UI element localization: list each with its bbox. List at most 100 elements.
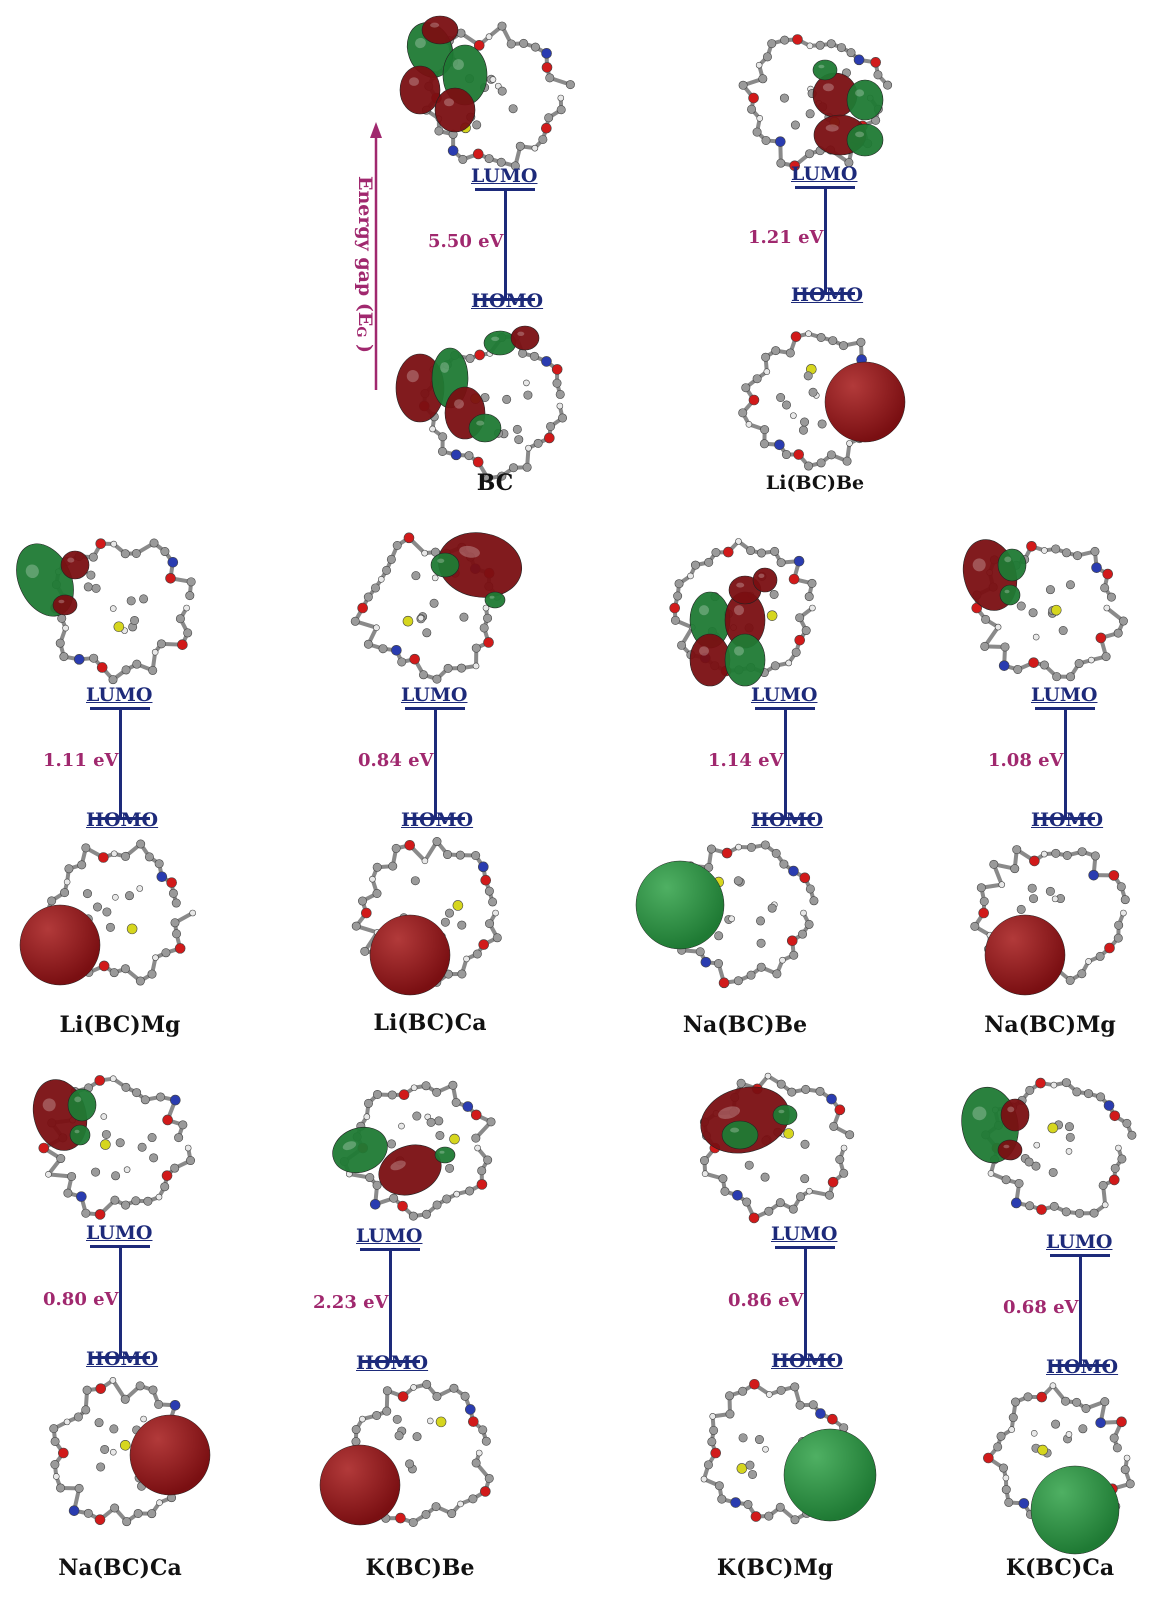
- homo-level-line: [1035, 817, 1095, 820]
- energy-gap-value: 1.08 eV: [988, 750, 1064, 771]
- homo-molecule-image: [319, 1365, 520, 1535]
- homo-molecule-image: [20, 1365, 220, 1535]
- compound-name: Li(BC)Mg: [59, 1012, 181, 1038]
- orbital-panel: LUMO HOMO 1.14 eV Na(BC)Be: [625, 510, 865, 1038]
- homo-level-line: [405, 817, 465, 820]
- orbital-sphere: [635, 860, 725, 950]
- orbital-lobe-positive: [997, 548, 1027, 582]
- gap-connector-line: [434, 707, 437, 817]
- lumo-label: LUMO: [86, 1222, 153, 1244]
- orbital-lobe-positive: [812, 59, 838, 81]
- gap-connector-line: [784, 707, 787, 817]
- homo-label: HOMO: [356, 1352, 429, 1374]
- energy-gap-value: 0.80 eV: [43, 1288, 119, 1310]
- orbital-lobe-negative: [997, 1139, 1023, 1161]
- energy-gap-value: 2.23 eV: [313, 1292, 389, 1313]
- orbital-panel: LUMO HOMO 0.86 eV K(BC)Mg: [655, 1050, 895, 1581]
- orbital-lobe-positive: [484, 591, 506, 609]
- orbital-lobe-negative: [399, 65, 441, 115]
- compound-name: Na(BC)Ca: [58, 1555, 182, 1581]
- lumo-label: LUMO: [791, 163, 858, 185]
- homo-molecule-image: [675, 1365, 877, 1535]
- orbital-sphere: [1030, 1465, 1120, 1555]
- lumo-molecule-image: [395, 10, 595, 180]
- lumo-label: LUMO: [471, 165, 538, 187]
- orbital-lobe-negative: [421, 15, 459, 45]
- compound-name: K(BC)Ca: [1005, 1555, 1115, 1581]
- homo-level-line: [1050, 1364, 1110, 1367]
- energy-gap-value: 1.14 eV: [708, 750, 784, 771]
- energy-gap-value: 1.11 eV: [43, 750, 119, 771]
- gap-connector-line: [389, 1248, 392, 1360]
- compound-name: Li(BC)Be: [765, 472, 865, 494]
- orbital-sphere: [984, 914, 1066, 996]
- compound-name: Na(BC)Mg: [984, 1012, 1116, 1038]
- energy-gap-value: 1.21 eV: [748, 227, 824, 248]
- lumo-molecule-image: [20, 1060, 220, 1230]
- homo-label: HOMO: [1046, 1356, 1119, 1378]
- orbital-sphere: [824, 361, 906, 443]
- orbital-lobe-negative: [52, 594, 78, 616]
- orbital-lobe-positive: [846, 79, 884, 121]
- homo-level-line: [755, 817, 815, 820]
- compound-name: K(BC)Be: [365, 1555, 475, 1581]
- orbital-lobe-positive: [468, 413, 502, 443]
- orbital-lobe-negative: [689, 633, 731, 687]
- energy-axis-label: Energy gap (EG ): [353, 176, 376, 354]
- homo-molecule-image: [950, 825, 1150, 996]
- molecule-skeleton: [41, 839, 196, 986]
- lumo-molecule-image: [715, 10, 915, 180]
- homo-level-line: [90, 817, 150, 820]
- orbital-panel: LUMO HOMO 0.80 eV Na(BC)Ca: [0, 1050, 240, 1581]
- molecule-skeleton: [419, 331, 568, 483]
- molecule-skeleton: [421, 21, 575, 171]
- orbital-lobe-positive: [721, 1120, 759, 1150]
- energy-axis-arrow: [370, 122, 382, 390]
- orbital-lobe-negative: [510, 325, 540, 351]
- gap-connector-line: [1064, 707, 1067, 817]
- homo-label: HOMO: [86, 1348, 159, 1370]
- homo-label: HOMO: [1031, 809, 1104, 831]
- energy-gap-value: 0.86 eV: [728, 1290, 804, 1311]
- homo-molecule-image: [715, 312, 915, 482]
- gap-connector-line: [504, 188, 507, 298]
- orbital-lobe-positive: [332, 1126, 388, 1174]
- gap-connector-line: [119, 707, 122, 817]
- orbital-lobe-negative: [60, 550, 90, 580]
- gap-connector-line: [804, 1246, 807, 1358]
- homo-label: HOMO: [86, 809, 159, 831]
- homo-molecule-image: [330, 825, 530, 996]
- energy-gap-value: 0.68 eV: [1003, 1297, 1079, 1318]
- energy-gap-value: 0.84 eV: [358, 750, 434, 771]
- orbital-sphere: [129, 1414, 211, 1496]
- homo-molecule-image: [395, 318, 595, 488]
- orbital-lobe-positive: [434, 1146, 456, 1164]
- orbital-sphere: [783, 1428, 877, 1522]
- orbital-panel: LUMO HOMO 0.68 eV K(BC)Ca: [940, 1050, 1171, 1581]
- orbital-panel: LUMO HOMO 1.21 eV Li(BC)Be: [695, 0, 935, 520]
- lumo-molecule-image: [960, 1060, 1160, 1230]
- energy-gap-value: 5.50 eV: [428, 231, 504, 252]
- orbital-sphere: [319, 1444, 401, 1526]
- homo-label: HOMO: [771, 1350, 844, 1372]
- lumo-label: LUMO: [86, 684, 153, 706]
- compound-name: BC: [476, 470, 514, 496]
- homo-level-line: [775, 1358, 835, 1361]
- orbital-lobe-negative: [434, 87, 476, 133]
- orbital-lobe-positive: [430, 552, 460, 578]
- homo-molecule-image: [960, 1370, 1160, 1555]
- orbital-panel: LUMO HOMO 0.84 eV Li(BC)Ca: [310, 510, 550, 1036]
- lumo-label: LUMO: [771, 1223, 838, 1245]
- gap-connector-line: [119, 1245, 122, 1356]
- orbital-panel: LUMO HOMO 5.50 eV BC: [375, 0, 615, 520]
- orbital-sphere: [19, 904, 101, 986]
- compound-name: Na(BC)Be: [682, 1012, 808, 1038]
- compound-name: K(BC)Mg: [716, 1555, 834, 1581]
- homo-level-line: [475, 298, 535, 301]
- orbital-panel: LUMO HOMO 1.08 eV Na(BC)Mg: [930, 510, 1170, 1038]
- lumo-molecule-image: [675, 1060, 875, 1230]
- homo-label: HOMO: [751, 809, 824, 831]
- orbital-lobe-positive: [724, 633, 766, 687]
- lumo-molecule-image: [950, 520, 1150, 690]
